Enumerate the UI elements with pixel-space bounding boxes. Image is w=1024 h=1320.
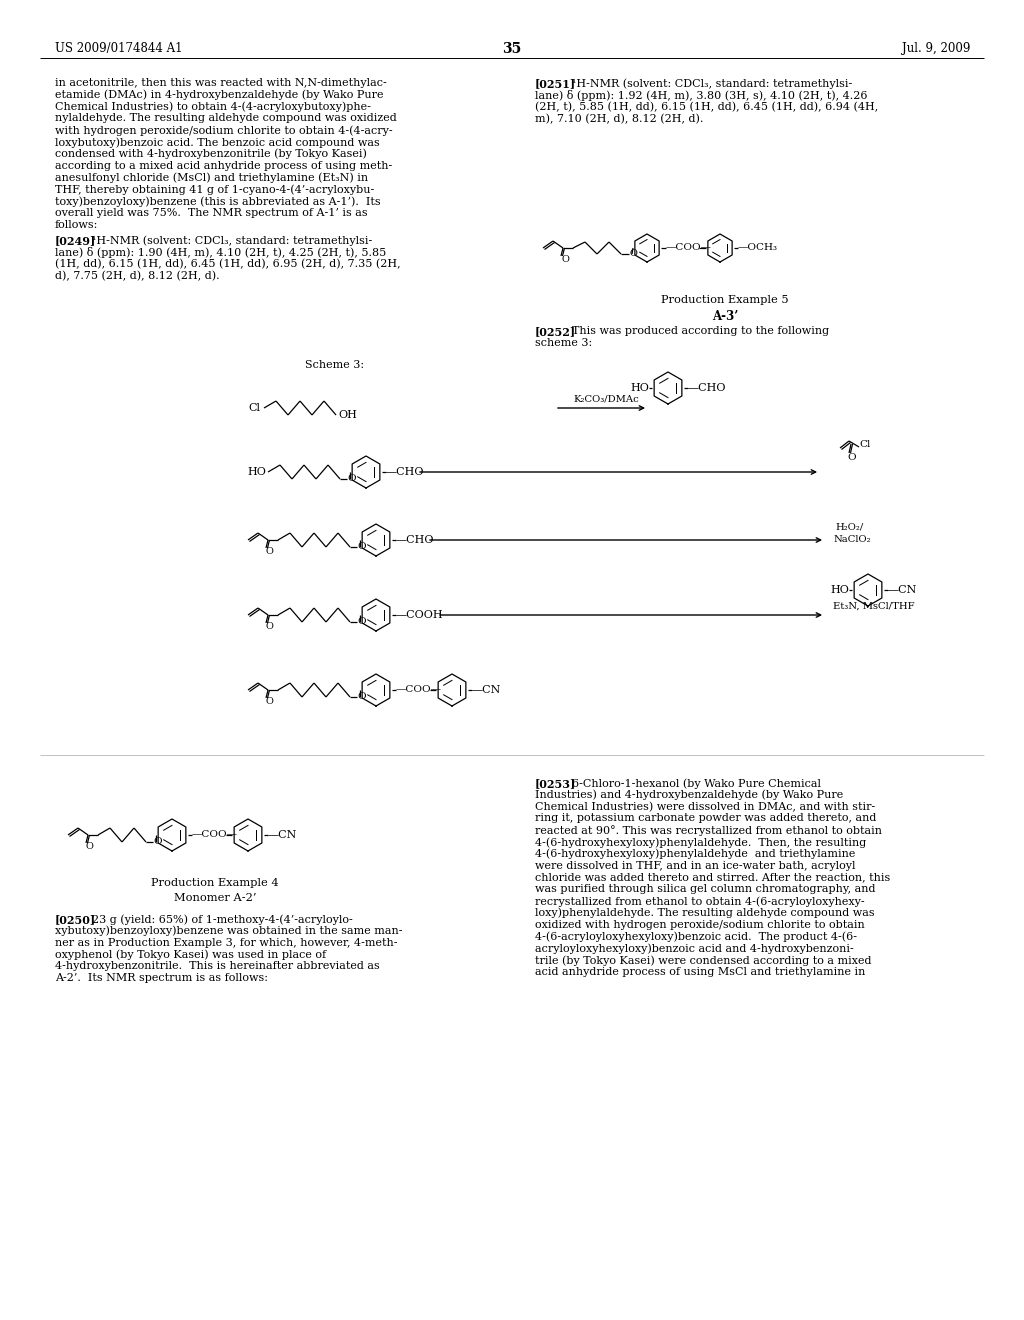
Text: follows:: follows: [55, 219, 98, 230]
Text: d), 7.75 (2H, d), 8.12 (2H, d).: d), 7.75 (2H, d), 8.12 (2H, d). [55, 271, 219, 281]
Text: O: O [357, 616, 366, 626]
Text: O: O [347, 474, 355, 483]
Text: loxybutoxy)benzoic acid. The benzoic acid compound was: loxybutoxy)benzoic acid. The benzoic aci… [55, 137, 380, 148]
Text: ¹H-NMR (solvent: CDCl₃, standard: tetramethylsi-: ¹H-NMR (solvent: CDCl₃, standard: tetram… [572, 78, 852, 88]
Text: 4-(6-hydroxyhexyloxy)phenylaldehyde  and triethylamine: 4-(6-hydroxyhexyloxy)phenylaldehyde and … [535, 849, 855, 859]
Text: ¹H-NMR (solvent: CDCl₃, standard: tetramethylsi-: ¹H-NMR (solvent: CDCl₃, standard: tetram… [92, 235, 373, 246]
Text: Production Example 5: Production Example 5 [662, 294, 788, 305]
Text: —CN: —CN [268, 830, 297, 840]
Text: O: O [153, 837, 162, 846]
Text: scheme 3:: scheme 3: [535, 338, 592, 347]
Text: Cl: Cl [248, 403, 260, 413]
Text: Production Example 4: Production Example 4 [152, 878, 279, 888]
Text: O: O [847, 453, 856, 462]
Text: oxidized with hydrogen peroxide/sodium chlorite to obtain: oxidized with hydrogen peroxide/sodium c… [535, 920, 864, 929]
Text: Chemical Industries) to obtain 4-(4-acryloxybutoxy)phe-: Chemical Industries) to obtain 4-(4-acry… [55, 102, 371, 112]
Text: oxyphenol (by Tokyo Kasei) was used in place of: oxyphenol (by Tokyo Kasei) was used in p… [55, 949, 326, 960]
Text: O: O [357, 543, 366, 550]
Text: O: O [266, 697, 273, 706]
Text: Scheme 3:: Scheme 3: [305, 360, 365, 370]
Text: This was produced according to the following: This was produced according to the follo… [572, 326, 829, 337]
Text: O: O [629, 249, 637, 257]
Text: H₂O₂/: H₂O₂/ [835, 523, 863, 532]
Text: [0251]: [0251] [535, 78, 577, 88]
Text: —OCH₃: —OCH₃ [738, 243, 778, 252]
Text: reacted at 90°. This was recrystallized from ethanol to obtain: reacted at 90°. This was recrystallized … [535, 825, 882, 836]
Text: Et₃N, MsCl/THF: Et₃N, MsCl/THF [833, 602, 914, 611]
Text: recrystallized from ethanol to obtain 4-(6-acryloyloxyhexy-: recrystallized from ethanol to obtain 4-… [535, 896, 864, 907]
Text: 35: 35 [503, 42, 521, 55]
Text: nylaldehyde. The resulting aldehyde compound was oxidized: nylaldehyde. The resulting aldehyde comp… [55, 114, 396, 123]
Text: etamide (DMAc) in 4-hydroxybenzaldehyde (by Wako Pure: etamide (DMAc) in 4-hydroxybenzaldehyde … [55, 90, 384, 100]
Text: NaClO₂: NaClO₂ [833, 535, 870, 544]
Text: chloride was added thereto and stirred. After the reaction, this: chloride was added thereto and stirred. … [535, 873, 890, 882]
Text: 23 g (yield: 65%) of 1-methoxy-4-(4’-acryloylo-: 23 g (yield: 65%) of 1-methoxy-4-(4’-acr… [92, 913, 352, 924]
Text: —CHO: —CHO [688, 383, 726, 393]
Text: —COO—: —COO— [666, 243, 712, 252]
Text: —COO—: —COO— [193, 830, 238, 840]
Text: was purified through silica gel column chromatography, and: was purified through silica gel column c… [535, 884, 876, 894]
Text: according to a mixed acid anhydride process of using meth-: according to a mixed acid anhydride proc… [55, 161, 392, 170]
Text: with hydrogen peroxide/sodium chlorite to obtain 4-(4-acry-: with hydrogen peroxide/sodium chlorite t… [55, 125, 392, 136]
Text: 4-(6-hydroxyhexyloxy)phenylaldehyde.  Then, the resulting: 4-(6-hydroxyhexyloxy)phenylaldehyde. The… [535, 837, 866, 847]
Text: O: O [86, 842, 94, 851]
Text: Industries) and 4-hydroxybenzaldehyde (by Wako Pure: Industries) and 4-hydroxybenzaldehyde (b… [535, 789, 843, 800]
Text: 6-Chloro-1-hexanol (by Wako Pure Chemical: 6-Chloro-1-hexanol (by Wako Pure Chemica… [572, 777, 821, 788]
Text: HO: HO [830, 585, 849, 595]
Text: THF, thereby obtaining 41 g of 1-cyano-4-(4’-acryloxybu-: THF, thereby obtaining 41 g of 1-cyano-4… [55, 185, 374, 195]
Text: OH: OH [338, 411, 357, 420]
Text: lane) δ (ppm): 1.90 (4H, m), 4.10 (2H, t), 4.25 (2H, t), 5.85: lane) δ (ppm): 1.90 (4H, m), 4.10 (2H, t… [55, 247, 386, 259]
Text: —COOH: —COOH [396, 610, 443, 620]
Text: lane) δ (ppm): 1.92 (4H, m), 3.80 (3H, s), 4.10 (2H, t), 4.26: lane) δ (ppm): 1.92 (4H, m), 3.80 (3H, s… [535, 90, 867, 100]
Text: acryloyloxyhexyloxy)benzoic acid and 4-hydroxybenzoni-: acryloyloxyhexyloxy)benzoic acid and 4-h… [535, 944, 854, 954]
Text: —CHO: —CHO [386, 467, 425, 477]
Text: —CHO: —CHO [396, 535, 434, 545]
Text: [0249]: [0249] [55, 235, 96, 247]
Text: —CN: —CN [888, 585, 918, 595]
Text: O: O [561, 255, 569, 264]
Text: anesulfonyl chloride (MsCl) and triethylamine (Et₃N) in: anesulfonyl chloride (MsCl) and triethyl… [55, 173, 368, 183]
Text: —CN: —CN [472, 685, 502, 696]
Text: overall yield was 75%.  The NMR spectrum of A-1’ is as: overall yield was 75%. The NMR spectrum … [55, 207, 368, 218]
Text: A-3’: A-3’ [712, 310, 738, 323]
Text: ner as in Production Example 3, for which, however, 4-meth-: ner as in Production Example 3, for whic… [55, 937, 397, 948]
Text: K₂CO₃/DMAc: K₂CO₃/DMAc [573, 395, 639, 404]
Text: [0250]: [0250] [55, 913, 96, 925]
Text: Cl: Cl [859, 440, 870, 449]
Text: condensed with 4-hydroxybenzonitrile (by Tokyo Kasei): condensed with 4-hydroxybenzonitrile (by… [55, 149, 367, 160]
Text: A-2’.  Its NMR spectrum is as follows:: A-2’. Its NMR spectrum is as follows: [55, 973, 268, 983]
Text: (1H, dd), 6.15 (1H, dd), 6.45 (1H, dd), 6.95 (2H, d), 7.35 (2H,: (1H, dd), 6.15 (1H, dd), 6.45 (1H, dd), … [55, 259, 400, 269]
Text: xybutoxy)benzoyloxy)benzene was obtained in the same man-: xybutoxy)benzoyloxy)benzene was obtained… [55, 925, 402, 936]
Text: 4-hydroxybenzonitrile.  This is hereinafter abbreviated as: 4-hydroxybenzonitrile. This is hereinaft… [55, 961, 380, 972]
Text: Jul. 9, 2009: Jul. 9, 2009 [901, 42, 970, 55]
Text: [0252]: [0252] [535, 326, 577, 337]
Text: O: O [357, 692, 366, 701]
Text: HO: HO [247, 467, 266, 477]
Text: O: O [266, 546, 273, 556]
Text: HO: HO [630, 383, 649, 393]
Text: m), 7.10 (2H, d), 8.12 (2H, d).: m), 7.10 (2H, d), 8.12 (2H, d). [535, 114, 703, 124]
Text: 4-(6-acryloyloxyhexyloxy)benzoic acid.  The product 4-(6-: 4-(6-acryloyloxyhexyloxy)benzoic acid. T… [535, 932, 857, 942]
Text: Monomer A-2’: Monomer A-2’ [174, 894, 256, 903]
Text: in acetonitrile, then this was reacted with N,N-dimethylac-: in acetonitrile, then this was reacted w… [55, 78, 387, 88]
Text: loxy)phenylaldehyde. The resulting aldehyde compound was: loxy)phenylaldehyde. The resulting aldeh… [535, 908, 874, 919]
Text: ring it, potassium carbonate powder was added thereto, and: ring it, potassium carbonate powder was … [535, 813, 877, 824]
Text: acid anhydride process of using MsCl and triethylamine in: acid anhydride process of using MsCl and… [535, 966, 865, 977]
Text: were dissolved in THF, and in an ice-water bath, acryloyl: were dissolved in THF, and in an ice-wat… [535, 861, 855, 871]
Text: trile (by Tokyo Kasei) were condensed according to a mixed: trile (by Tokyo Kasei) were condensed ac… [535, 954, 871, 965]
Text: Chemical Industries) were dissolved in DMAc, and with stir-: Chemical Industries) were dissolved in D… [535, 801, 876, 812]
Text: [0253]: [0253] [535, 777, 577, 789]
Text: —COO—: —COO— [396, 685, 442, 694]
Text: O: O [266, 622, 273, 631]
Text: (2H, t), 5.85 (1H, dd), 6.15 (1H, dd), 6.45 (1H, dd), 6.94 (4H,: (2H, t), 5.85 (1H, dd), 6.15 (1H, dd), 6… [535, 102, 879, 112]
Text: toxy)benzoyloxy)benzene (this is abbreviated as A-1’).  Its: toxy)benzoyloxy)benzene (this is abbrevi… [55, 195, 381, 206]
Text: US 2009/0174844 A1: US 2009/0174844 A1 [55, 42, 182, 55]
